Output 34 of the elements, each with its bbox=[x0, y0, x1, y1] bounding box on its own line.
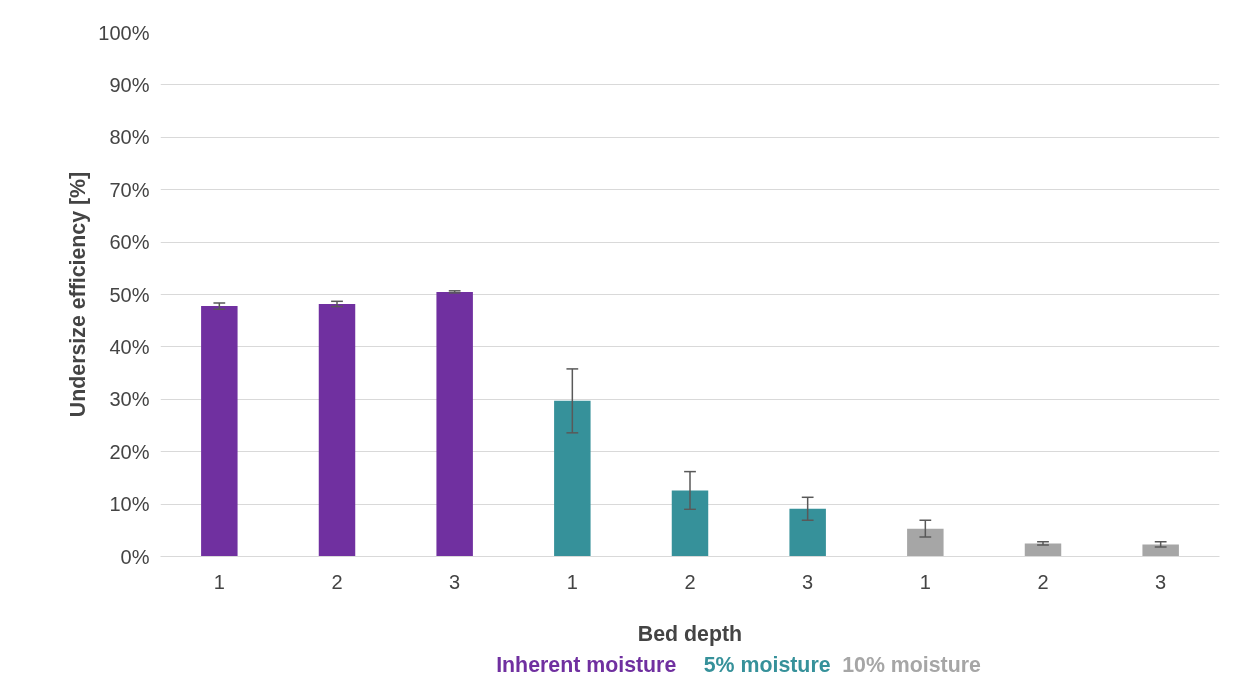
x-tick-label: 3 bbox=[1155, 570, 1167, 593]
x-tick-label: 2 bbox=[1037, 570, 1049, 593]
x-tick-label: 2 bbox=[684, 570, 696, 593]
y-tick-label: 40% bbox=[109, 335, 150, 358]
y-tick-label: 20% bbox=[109, 440, 150, 463]
bar bbox=[201, 306, 238, 557]
y-tick-label: 100% bbox=[98, 21, 150, 44]
x-tick-label: 2 bbox=[331, 570, 343, 593]
bar bbox=[1024, 543, 1062, 557]
bar bbox=[907, 528, 944, 557]
x-tick-label: 3 bbox=[449, 570, 461, 593]
y-tick-label: 80% bbox=[109, 126, 150, 149]
x-tick-label: 1 bbox=[566, 570, 578, 593]
y-tick-label: 60% bbox=[109, 231, 150, 254]
bar bbox=[1142, 544, 1179, 557]
text: 5% moisture bbox=[703, 652, 831, 677]
text: 10% moisture bbox=[842, 652, 982, 677]
bar bbox=[436, 291, 473, 557]
bar bbox=[789, 508, 826, 557]
y-tick-label: 50% bbox=[109, 283, 150, 306]
x-axis-title: Bed depth bbox=[637, 621, 743, 646]
y-tick-label: 90% bbox=[109, 73, 150, 96]
y-tick-label: 0% bbox=[120, 545, 150, 568]
bar bbox=[671, 490, 709, 557]
x-tick-label: 3 bbox=[802, 570, 814, 593]
y-tick-label: 30% bbox=[109, 388, 150, 411]
y-axis-title: Undersize efficiency [%] bbox=[66, 171, 91, 418]
y-tick-label: 70% bbox=[109, 178, 150, 201]
text: Inherent moisture bbox=[496, 652, 677, 677]
x-tick-label: 1 bbox=[213, 570, 225, 593]
y-tick-label: 10% bbox=[109, 493, 150, 516]
x-tick-label: 1 bbox=[919, 570, 931, 593]
bar bbox=[318, 303, 356, 557]
bar bbox=[554, 400, 591, 557]
